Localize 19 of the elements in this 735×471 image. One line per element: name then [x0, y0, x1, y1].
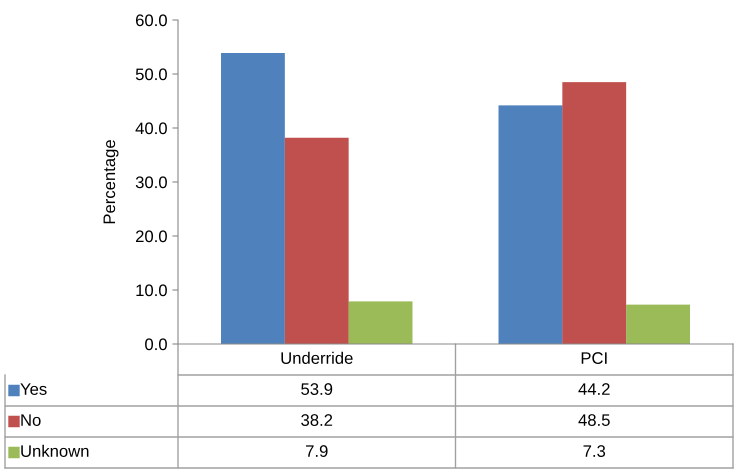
x-tick-label: PCI [582, 352, 607, 364]
y-tick-label: 60.0 [136, 14, 167, 26]
y-tick-label: 20.0 [136, 230, 167, 242]
data-label: 38.2 [301, 414, 332, 426]
y-axis-title: Percentage [104, 140, 118, 224]
y-tick-label: 40.0 [136, 122, 167, 134]
y-tick-label: 10.0 [136, 284, 167, 296]
data-label: 44.2 [578, 383, 610, 395]
data-label: 48.5 [578, 414, 610, 426]
y-tick-label: 50.0 [136, 68, 167, 80]
x-tick-label: Underride [281, 352, 353, 364]
data-label: 53.9 [301, 383, 332, 395]
y-tick-label: 0.0 [145, 338, 167, 350]
data-label: 7.9 [306, 445, 328, 457]
legend-label: No [21, 414, 41, 426]
legend-label: Unknown [21, 444, 88, 457]
data-label: 7.3 [584, 445, 606, 457]
y-tick-label: 30.0 [136, 176, 167, 188]
legend-label: Yes [20, 383, 47, 395]
